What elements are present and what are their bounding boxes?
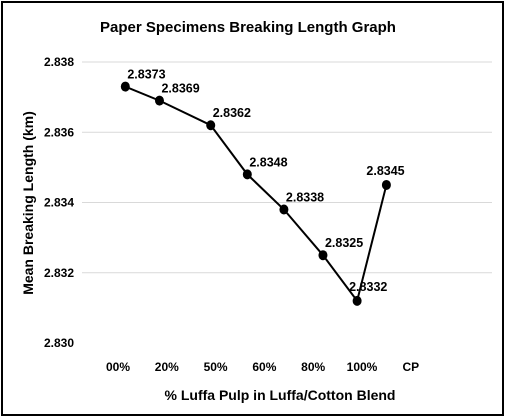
data-label-4: 2.8338	[286, 191, 324, 205]
x-tick-100%: 100%	[347, 360, 378, 374]
y-axis-title: Mean Breaking Length (km)	[20, 111, 36, 295]
data-label-0: 2.8373	[127, 68, 165, 82]
data-label-6: 2.8332	[349, 280, 387, 294]
data-label-3: 2.8348	[249, 155, 287, 169]
data-label-5: 2.8325	[325, 236, 363, 250]
x-axis-title: % Luffa Pulp in Luffa/Cotton Blend	[165, 387, 396, 403]
y-tick-2.838: 2.838	[44, 55, 74, 69]
series-polyline	[124, 85, 388, 304]
data-markers	[120, 81, 391, 306]
x-tick-80%: 80%	[301, 360, 325, 374]
marker-0	[120, 81, 130, 92]
marker-1	[154, 95, 164, 106]
y-tick-2.832: 2.832	[44, 266, 74, 280]
x-tick-20%: 20%	[155, 360, 179, 374]
chart-title: Paper Specimens Breaking Length Graph	[100, 19, 396, 36]
marker-7	[381, 179, 391, 190]
y-tick-labels: 2.830 2.832 2.834 2.836 2.838	[44, 55, 74, 350]
data-label-1: 2.8369	[161, 82, 199, 96]
x-tick-CP: CP	[402, 360, 419, 374]
data-label-7: 2.8345	[366, 164, 404, 178]
marker-6	[352, 295, 362, 306]
x-tick-labels: 00% 20% 50% 60% 80% 100% CP	[106, 360, 419, 374]
y-tick-2.836: 2.836	[44, 125, 74, 139]
x-tick-60%: 60%	[252, 360, 276, 374]
marker-4	[279, 204, 289, 215]
x-tick-50%: 50%	[204, 360, 228, 374]
marker-5	[318, 250, 328, 261]
y-tick-2.830: 2.830	[44, 336, 74, 350]
marker-3	[242, 169, 252, 180]
data-label-2: 2.8362	[213, 106, 251, 120]
marker-2	[206, 120, 216, 131]
y-tick-2.834: 2.834	[44, 196, 74, 210]
series-line	[124, 85, 388, 304]
x-tick-00%: 00%	[106, 360, 130, 374]
gridlines	[82, 61, 492, 274]
